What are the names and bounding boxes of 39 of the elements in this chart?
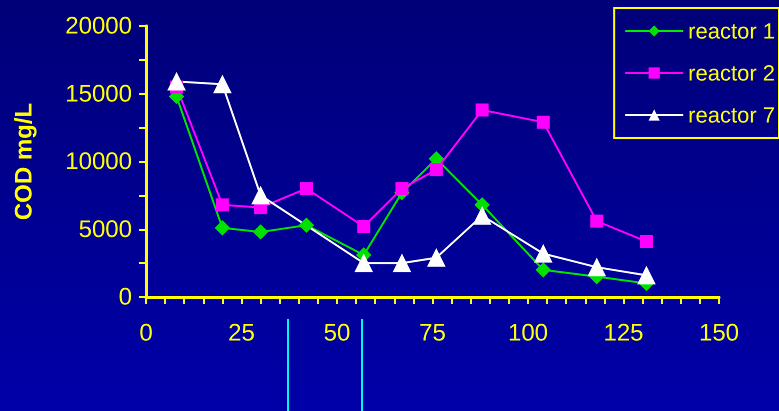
point [536,262,551,278]
y-tick-label: 10000 [65,148,132,175]
point [590,214,604,228]
y-tick-label: 0 [118,284,132,310]
point [168,72,186,91]
point [392,254,411,272]
legend-label: reactor 7 [688,102,776,128]
point [216,198,229,212]
point [534,244,552,263]
y-tick-label: 20000 [65,12,132,40]
point [354,254,373,272]
x-tick-label: 0 [139,320,153,346]
point [298,218,314,233]
y-axis-title: COD mg/L [10,102,38,220]
point [430,163,443,176]
x-tick-label: 100 [508,320,548,346]
point [395,182,408,196]
point [253,224,268,240]
point [427,248,446,267]
point [473,206,492,225]
legend-label: reactor 2 [688,60,776,86]
point [213,75,232,94]
legend-label: reactor 1 [688,18,776,44]
point [640,234,653,248]
x-tick-label: 50 [324,320,350,346]
x-tick-label: 150 [698,320,740,346]
point [536,116,550,129]
point [588,258,606,276]
point [357,220,370,234]
point [300,182,313,196]
point [252,186,270,204]
x-tick-label: 25 [228,320,255,346]
x-tick-label: 125 [603,320,644,346]
x-tick-label: 75 [419,320,446,346]
y-tick-label: 15000 [65,80,132,108]
point [214,220,230,236]
y-tick-label: 5000 [78,216,132,243]
point [637,266,656,284]
point [476,104,489,117]
